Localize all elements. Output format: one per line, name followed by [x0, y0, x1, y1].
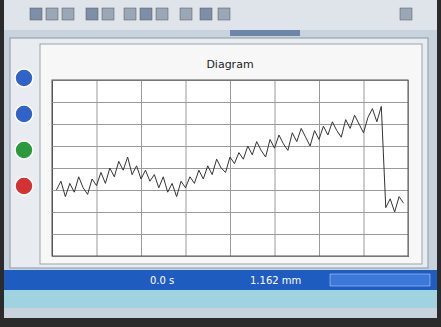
toolbar-button[interactable]	[86, 8, 98, 20]
y-tick	[52, 234, 408, 235]
y-grid-line	[52, 102, 408, 103]
window	[10, 38, 428, 268]
y-grid-line	[52, 190, 408, 191]
y-grid-line	[52, 234, 408, 235]
toolbar-button[interactable]	[400, 8, 412, 20]
y-axis-line	[53, 81, 409, 257]
plot-frame	[52, 80, 408, 256]
y-grid-line	[52, 212, 408, 213]
plot-area	[56, 106, 403, 212]
y-grid-line	[52, 146, 408, 147]
side-button[interactable]	[15, 69, 33, 87]
side-button[interactable]	[15, 105, 33, 123]
screen: Diagram 0.0 s 1.162 mm	[0, 0, 441, 327]
y-grid-line	[52, 168, 408, 169]
y-grid-line	[52, 124, 408, 125]
chart-title: Diagram	[206, 58, 253, 71]
lower-strip	[4, 290, 437, 308]
x-axis	[53, 80, 409, 257]
status-text: 1.162 mm	[250, 275, 301, 286]
side-button[interactable]	[15, 177, 33, 195]
y-axis	[52, 81, 408, 257]
x-axis-line	[53, 80, 409, 257]
progress-bar	[330, 274, 430, 286]
toolbar-button[interactable]	[140, 8, 152, 20]
plot-bg	[52, 80, 408, 256]
y-tick	[52, 102, 408, 103]
toolbar-button[interactable]	[62, 8, 74, 20]
y-tick	[52, 124, 408, 125]
scroll-bar	[230, 30, 300, 36]
toolbar-button[interactable]	[124, 8, 136, 20]
screen-bg	[4, 0, 437, 318]
y-tick	[52, 146, 408, 147]
status-text: 0.0 s	[150, 275, 174, 286]
toolbar-button[interactable]	[180, 8, 192, 20]
toolbar-button[interactable]	[46, 8, 58, 20]
chart-panel	[40, 44, 422, 264]
toolbar-button[interactable]	[30, 8, 42, 20]
data-line	[56, 106, 403, 212]
toolbar-button[interactable]	[156, 8, 168, 20]
y-tick	[52, 168, 408, 169]
side-button[interactable]	[15, 141, 33, 159]
toolbar-button[interactable]	[102, 8, 114, 20]
y-tick	[52, 190, 408, 191]
toolbar	[4, 0, 437, 30]
toolbar-button[interactable]	[218, 8, 230, 20]
status-bar	[4, 270, 437, 290]
y-tick	[52, 212, 408, 213]
toolbar-button[interactable]	[200, 8, 212, 20]
